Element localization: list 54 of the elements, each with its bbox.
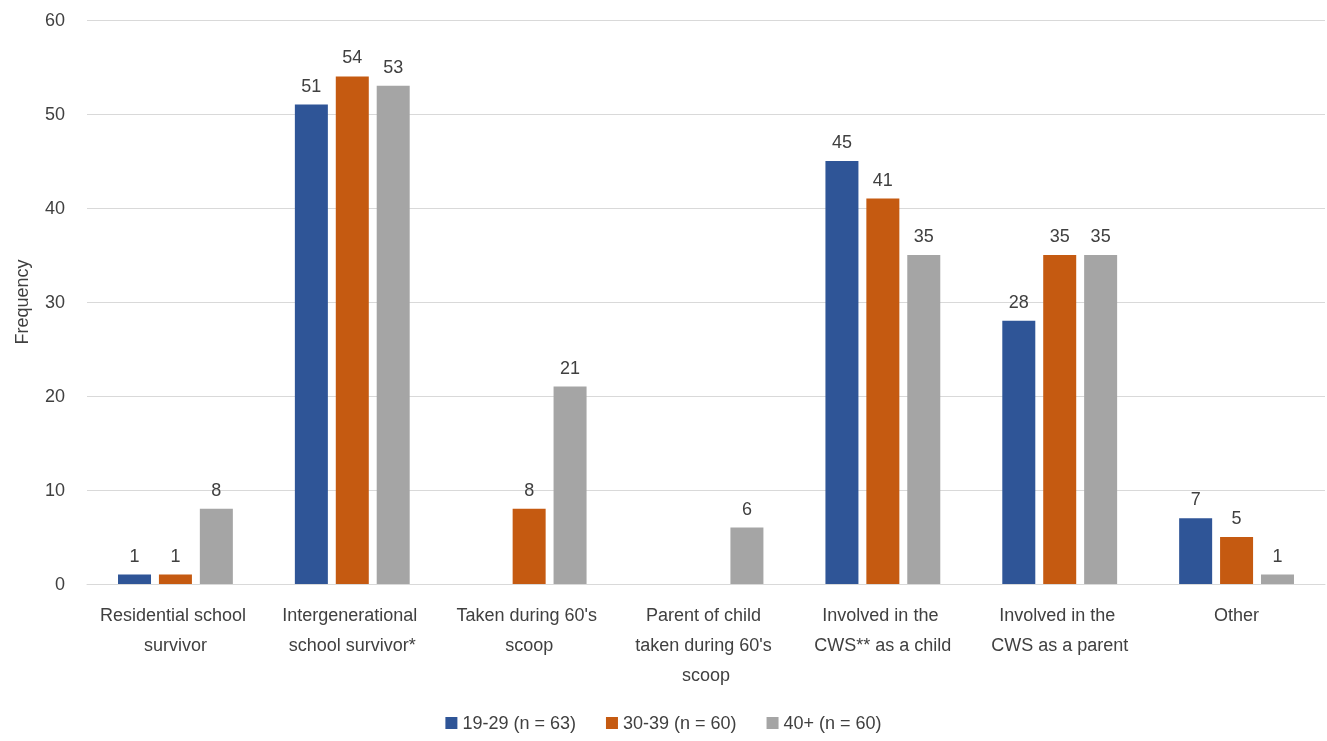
x-tick-label: Taken during 60's scoop bbox=[456, 605, 602, 655]
x-tick-label: Parent of child taken during 60's scoop bbox=[635, 605, 777, 685]
x-tick-label: Other bbox=[1214, 605, 1260, 625]
legend-label: 19-29 (n = 63) bbox=[462, 713, 576, 733]
bar bbox=[553, 386, 587, 584]
y-tick-label: 0 bbox=[54, 574, 65, 594]
data-label: 35 bbox=[913, 226, 934, 246]
x-tick-label: Involved in the CWS as a parent bbox=[991, 605, 1129, 655]
data-label: 35 bbox=[1090, 226, 1111, 246]
bar bbox=[1179, 518, 1213, 584]
bar bbox=[730, 527, 764, 584]
data-label: 54 bbox=[342, 47, 363, 68]
y-tick-label: 40 bbox=[44, 198, 65, 218]
data-label: 35 bbox=[1049, 226, 1070, 246]
y-tick-label: 50 bbox=[44, 104, 65, 124]
bar bbox=[1002, 320, 1036, 584]
x-tick-label: Residential school survivor bbox=[99, 605, 251, 655]
data-label: 5 bbox=[1231, 508, 1242, 528]
data-label: 41 bbox=[872, 169, 893, 190]
bar bbox=[825, 161, 859, 584]
data-label: 1 bbox=[1272, 545, 1283, 566]
bar bbox=[158, 574, 192, 584]
data-label: 6 bbox=[741, 498, 752, 519]
bar bbox=[118, 574, 152, 584]
data-label: 8 bbox=[211, 479, 222, 500]
data-label: 1 bbox=[170, 545, 181, 566]
bar bbox=[294, 104, 328, 584]
data-label: 45 bbox=[831, 132, 852, 152]
y-tick-label: 20 bbox=[44, 386, 65, 406]
data-label: 1 bbox=[129, 545, 140, 566]
x-tick-label: Involved in the CWS** as a child bbox=[814, 605, 952, 655]
bar bbox=[335, 76, 369, 584]
bar bbox=[1220, 537, 1254, 584]
legend-label: 40+ (n = 60) bbox=[783, 713, 882, 733]
data-label: 8 bbox=[524, 479, 535, 500]
bar bbox=[376, 85, 410, 584]
data-label: 7 bbox=[1190, 489, 1201, 510]
bar bbox=[199, 508, 233, 584]
bar bbox=[1043, 255, 1077, 584]
data-label: 21 bbox=[560, 357, 581, 378]
data-label: 53 bbox=[383, 56, 404, 77]
y-tick-label: 60 bbox=[44, 10, 65, 30]
legend-label: 30-39 (n = 60) bbox=[622, 713, 737, 733]
y-tick-label: 30 bbox=[44, 292, 65, 312]
y-axis-title: Frequency bbox=[12, 259, 32, 345]
x-tick-label: Intergenerational school survivor* bbox=[282, 605, 423, 655]
bar bbox=[1084, 255, 1118, 584]
y-tick-label: 10 bbox=[44, 480, 65, 500]
bar bbox=[866, 198, 900, 584]
data-label: 51 bbox=[301, 75, 322, 96]
bar bbox=[907, 255, 941, 584]
bar bbox=[512, 508, 546, 584]
data-label: 28 bbox=[1008, 291, 1029, 312]
bar bbox=[1260, 574, 1294, 584]
